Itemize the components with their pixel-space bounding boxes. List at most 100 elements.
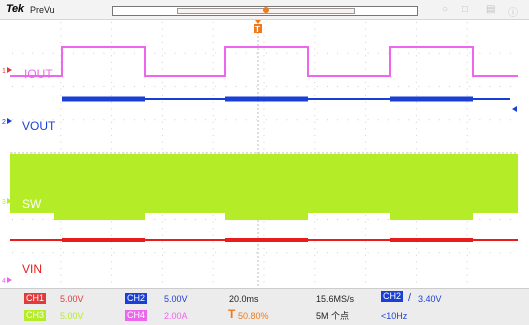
grid-dot: [466, 115, 468, 117]
grid-dot: [255, 252, 257, 254]
center-axis-tick: [257, 60, 259, 62]
grid-dot: [52, 52, 54, 54]
help-icon[interactable]: ⓘ: [508, 8, 518, 19]
grid-dot: [263, 41, 265, 43]
grid-dot: [111, 28, 113, 30]
grid-dot: [72, 86, 74, 87]
grid-dot: [286, 119, 288, 121]
grid-dot: [314, 248, 316, 250]
grid-dot: [428, 52, 430, 54]
grid-dot: [60, 241, 62, 243]
grid-dot: [263, 75, 265, 77]
grid-dot: [306, 252, 308, 254]
grid-dot: [133, 52, 135, 54]
ch2-badge[interactable]: CH2: [125, 293, 147, 304]
grid-dot: [415, 274, 417, 276]
center-axis-tick: [26, 152, 28, 154]
grid-dot: [387, 219, 389, 220]
trigger-marker-box: [254, 24, 262, 33]
grid-dot: [111, 95, 113, 97]
grid-dot: [212, 68, 214, 70]
grid-dot: [415, 35, 417, 37]
grid-dot: [365, 141, 367, 143]
trigger-source-badge[interactable]: CH2: [381, 291, 403, 302]
center-axis-tick: [474, 152, 476, 154]
grid-dot: [266, 52, 267, 54]
horizontal-scale[interactable]: 20.0ms: [229, 294, 259, 304]
grid-dot: [415, 55, 417, 57]
grid-dot: [32, 86, 34, 87]
grid-dot: [365, 22, 367, 23]
grid-dot: [212, 35, 214, 37]
waveform-display[interactable]: 1 2 3 4 IOUT VOUT SW VIN T: [2, 20, 518, 286]
cursor-icon[interactable]: ○: [442, 4, 449, 15]
grid-dot: [466, 221, 468, 223]
center-axis-tick: [98, 152, 100, 154]
grid-dot: [144, 252, 146, 254]
grid-dot: [499, 52, 501, 54]
center-axis-tick: [290, 152, 292, 154]
ch1-badge[interactable]: CH1: [24, 293, 46, 304]
center-axis-tick: [482, 152, 484, 154]
grid-dot: [205, 219, 207, 220]
grid-dot: [62, 52, 64, 54]
ch4-badge[interactable]: CH4: [125, 310, 147, 321]
grid-dot: [337, 86, 339, 87]
center-axis-tick: [234, 152, 236, 154]
grid-dot: [286, 252, 288, 254]
grid-dot: [154, 52, 156, 54]
ch3-badge[interactable]: CH3: [24, 310, 46, 321]
grid-dot: [174, 52, 176, 54]
grid-dot: [489, 219, 491, 220]
grid-dot: [123, 252, 125, 254]
center-axis-tick: [158, 152, 160, 154]
grid-dot: [398, 52, 400, 54]
brand-logo: Tek: [6, 3, 24, 15]
menu-icon[interactable]: ▤: [486, 4, 496, 15]
grid-dot: [314, 101, 316, 103]
grid-dot: [466, 22, 468, 23]
grid-dot: [326, 252, 328, 254]
grid-dot: [212, 254, 214, 256]
grid-dot: [12, 119, 13, 121]
grid-dot: [263, 121, 265, 123]
center-axis-tick: [274, 152, 276, 154]
grid-dot: [60, 148, 62, 150]
grid-dot: [212, 48, 214, 50]
status-bar: CH1 5.00V CH2 5.00V CH3 5.00V CH4 2.00A …: [0, 288, 529, 325]
grid-dot: [93, 119, 95, 121]
center-axis-tick: [222, 152, 224, 154]
grid-dot: [266, 119, 267, 121]
center-axis-tick: [254, 152, 256, 154]
grid-dot: [245, 119, 247, 121]
grid-dot: [314, 55, 316, 57]
center-axis-tick: [114, 152, 116, 154]
grid-dot: [365, 28, 367, 30]
center-axis-tick: [426, 152, 428, 154]
center-axis-tick: [270, 152, 272, 154]
center-axis-tick: [310, 152, 312, 154]
grid-dot: [357, 219, 359, 220]
grid-dot: [466, 61, 468, 63]
grid-dot: [174, 119, 176, 121]
grid-dot: [62, 86, 64, 87]
grid-dot: [60, 135, 62, 137]
grid-dot: [212, 41, 214, 43]
center-axis-tick: [206, 152, 208, 154]
close-icon[interactable]: □: [462, 4, 469, 15]
grid-dot: [365, 68, 367, 70]
grid-dot: [263, 68, 265, 70]
grid-dot: [212, 55, 214, 57]
grid-dot: [438, 86, 440, 87]
grid-dot: [466, 148, 468, 150]
grid-dot: [438, 252, 440, 254]
center-axis-tick: [10, 152, 12, 154]
center-axis-tick: [202, 152, 204, 154]
grid-dot: [347, 219, 349, 220]
grid-dot: [263, 95, 265, 97]
grid-dot: [161, 41, 163, 43]
grid-dot: [184, 119, 186, 121]
grid-dot: [326, 86, 328, 87]
grid-dot: [235, 86, 237, 87]
channel-labels: IOUT VOUT SW VIN: [22, 67, 56, 276]
